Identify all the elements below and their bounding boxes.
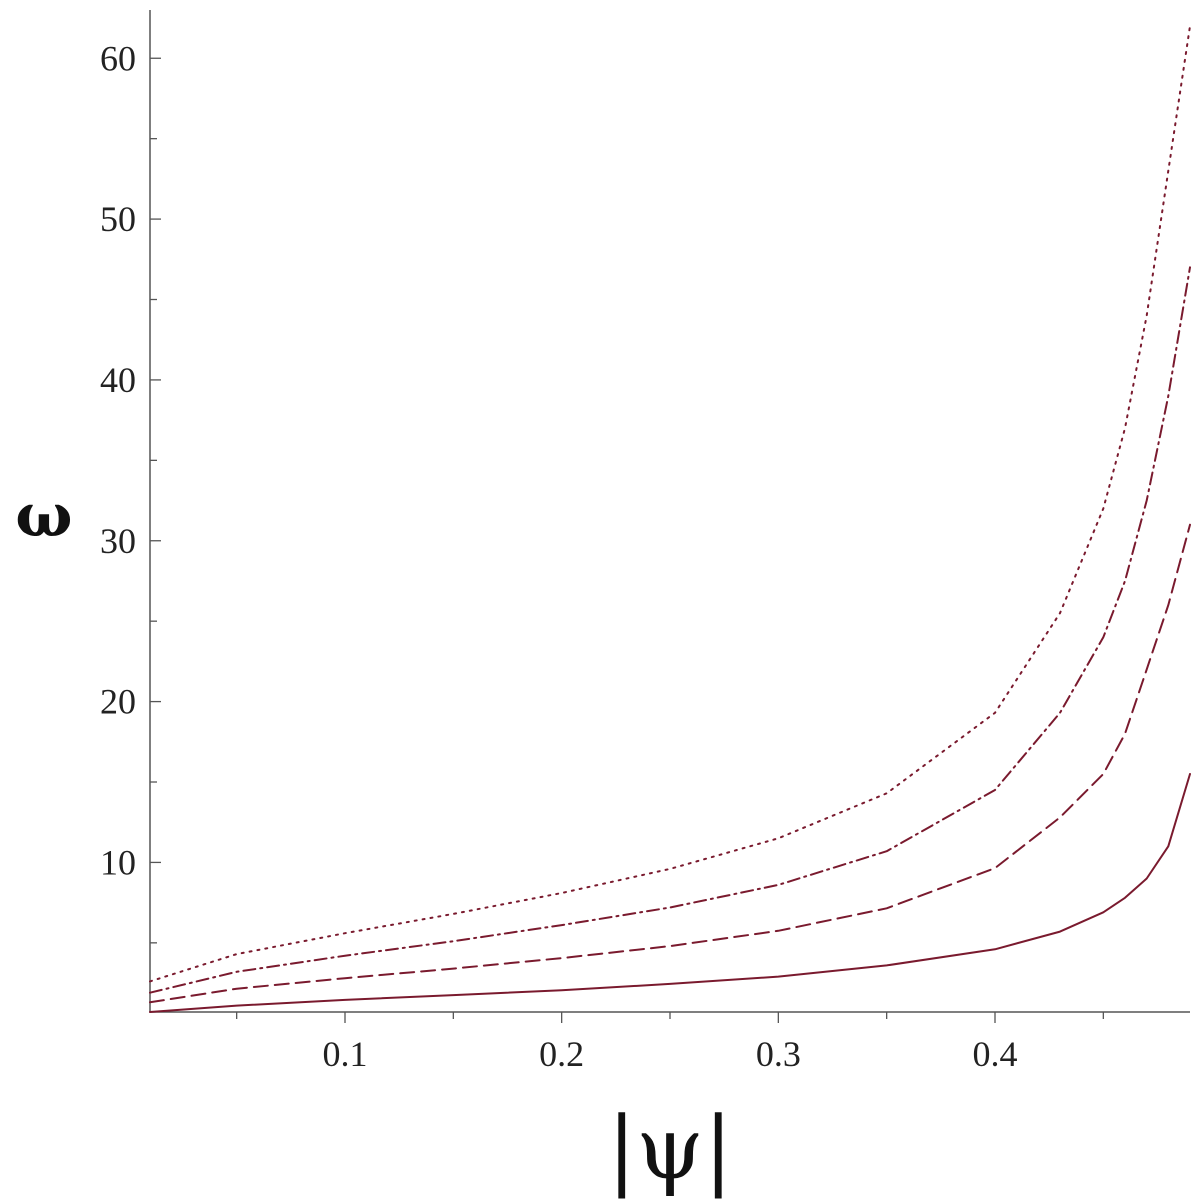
series-line-solid [149,773,1191,1013]
y-tick-label: 30 [100,521,136,561]
series-layer [149,25,1191,1013]
y-tick-label: 60 [100,38,136,78]
tick-labels: 10 20 30 40 50 60 0.1 0.2 0.3 0.4 [100,38,1018,1074]
series-line-dashed [149,523,1191,1004]
x-axis-title: |ψ| [607,1099,732,1199]
series-line-dotted [149,25,1191,983]
x-tick-label: 0.1 [323,1034,368,1074]
x-tick-label: 0.3 [756,1034,801,1074]
y-tick-label: 10 [100,842,136,882]
series-line-dashdot [149,266,1191,994]
y-axis-title: ω [15,481,72,551]
axes [149,10,1190,1023]
x-tick-label: 0.2 [539,1034,584,1074]
y-tick-label: 20 [100,682,136,722]
y-tick-label: 40 [100,360,136,400]
x-tick-label: 0.4 [973,1034,1018,1074]
y-tick-label: 50 [100,199,136,239]
